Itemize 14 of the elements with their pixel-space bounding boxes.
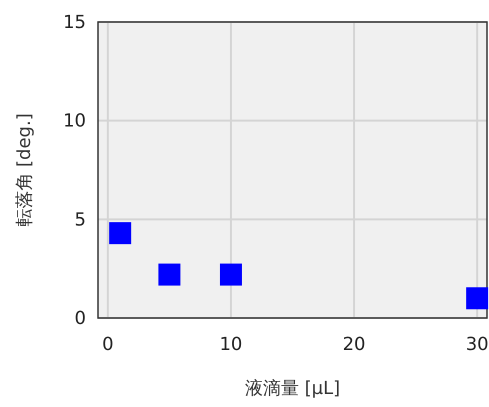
point	[109, 222, 132, 244]
x-tick-label: 0	[102, 334, 114, 355]
y-tick-label: 0	[74, 308, 86, 329]
x-tick-label: 20	[342, 334, 366, 355]
point	[220, 264, 242, 286]
x-tick-label: 10	[219, 334, 242, 355]
y-tick-label: 10	[63, 110, 86, 132]
point	[466, 287, 488, 310]
y-axis-title: 転落角 [deg.]	[14, 113, 35, 227]
x-tick-label: 30	[466, 334, 489, 355]
y-tick-label: 5	[74, 209, 86, 230]
x-axis-title: 液滴量 [μL]	[244, 378, 340, 399]
y-tick-label: 15	[63, 12, 86, 33]
point	[158, 264, 180, 286]
